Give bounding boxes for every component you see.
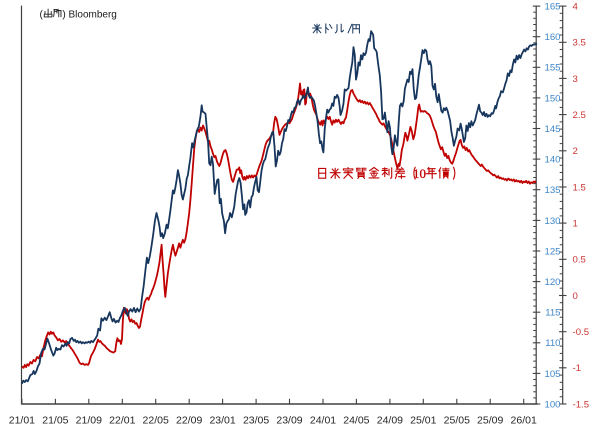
svg-text:22/09: 22/09 bbox=[176, 415, 202, 427]
svg-text:125: 125 bbox=[544, 246, 560, 257]
svg-text:21/09: 21/09 bbox=[76, 415, 102, 427]
svg-text:23/09: 23/09 bbox=[276, 415, 302, 427]
svg-text:2.5: 2.5 bbox=[573, 110, 586, 121]
svg-text:22/05: 22/05 bbox=[143, 415, 169, 427]
svg-text:0: 0 bbox=[573, 291, 578, 302]
svg-text:160: 160 bbox=[544, 32, 560, 43]
svg-text:26/01: 26/01 bbox=[511, 415, 537, 427]
svg-text:22/01: 22/01 bbox=[109, 415, 135, 427]
svg-text:115: 115 bbox=[545, 308, 560, 319]
svg-text:165: 165 bbox=[544, 2, 560, 13]
svg-text:4: 4 bbox=[573, 2, 579, 13]
svg-text:) Bloomberg: ) Bloomberg bbox=[62, 10, 116, 21]
svg-text:130: 130 bbox=[544, 216, 560, 227]
svg-text:24/01: 24/01 bbox=[310, 415, 336, 427]
svg-text:0.5: 0.5 bbox=[573, 255, 586, 266]
svg-text:140: 140 bbox=[544, 155, 560, 166]
svg-text:25/01: 25/01 bbox=[410, 415, 436, 427]
svg-text:135: 135 bbox=[544, 185, 560, 196]
svg-text:21/01: 21/01 bbox=[9, 415, 35, 427]
svg-text:120: 120 bbox=[544, 277, 560, 288]
svg-text:25/05: 25/05 bbox=[444, 415, 470, 427]
svg-text:25/09: 25/09 bbox=[477, 415, 503, 427]
svg-text:24/09: 24/09 bbox=[377, 415, 403, 427]
svg-text:1.5: 1.5 bbox=[573, 182, 586, 193]
svg-text:(: ( bbox=[40, 10, 44, 21]
svg-text:110: 110 bbox=[545, 338, 560, 349]
svg-text:2: 2 bbox=[573, 146, 578, 157]
svg-text:23/01: 23/01 bbox=[209, 415, 235, 427]
svg-text:23/05: 23/05 bbox=[243, 415, 269, 427]
svg-text:105: 105 bbox=[544, 369, 560, 380]
svg-text:3.5: 3.5 bbox=[573, 38, 586, 49]
svg-text:150: 150 bbox=[544, 93, 560, 104]
svg-text:24/05: 24/05 bbox=[343, 415, 369, 427]
svg-text:100: 100 bbox=[544, 399, 560, 410]
svg-text:-1: -1 bbox=[573, 363, 582, 374]
svg-text:145: 145 bbox=[544, 124, 560, 135]
svg-text:3: 3 bbox=[573, 74, 578, 85]
svg-text:-1.5: -1.5 bbox=[573, 399, 590, 410]
svg-text:1: 1 bbox=[573, 219, 578, 230]
svg-text:-0.5: -0.5 bbox=[573, 327, 590, 338]
svg-text:155: 155 bbox=[544, 63, 560, 74]
svg-text:21/05: 21/05 bbox=[42, 415, 68, 427]
svg-text:10: 10 bbox=[413, 166, 426, 181]
